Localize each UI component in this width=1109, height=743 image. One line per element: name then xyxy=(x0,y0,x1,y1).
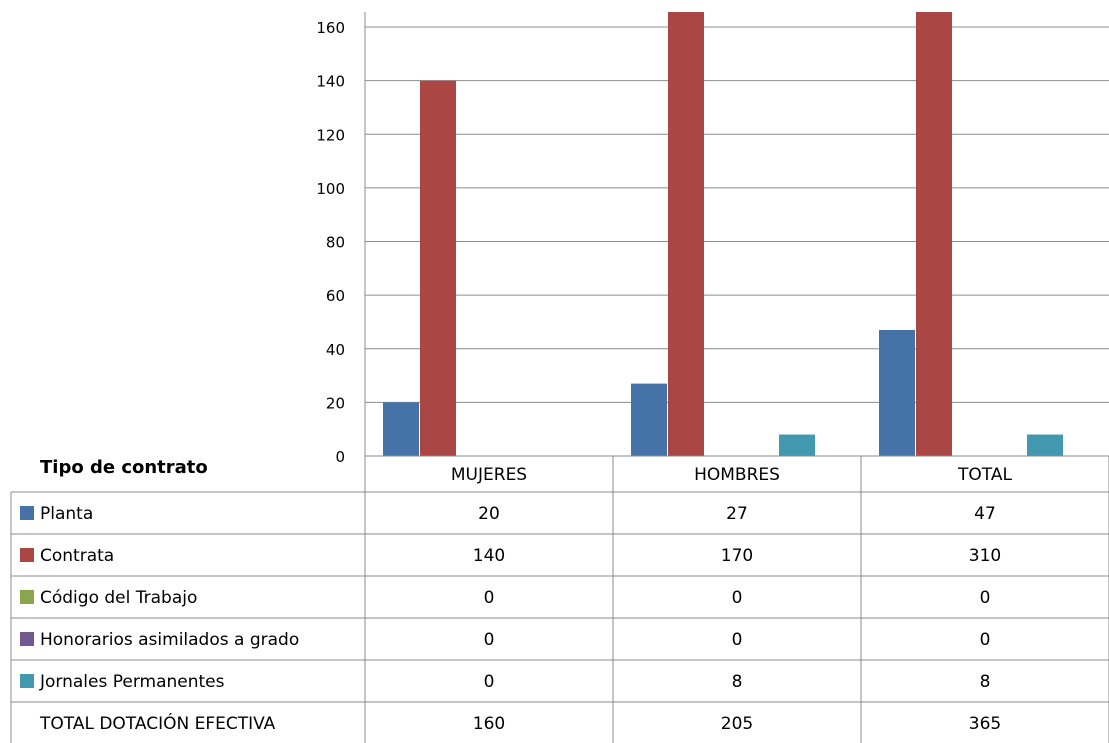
y-tick-label-20: 20 xyxy=(326,394,345,412)
data-label-3-mujeres: 0 xyxy=(484,588,495,608)
data-table: MUJERES HOMBRES TOTAL Planta 20 27 47 Contrata 1… xyxy=(10,455,1109,743)
y-tick-label-60: 60 xyxy=(326,287,345,305)
table-row-label-1: Planta xyxy=(40,504,93,524)
data-label-1-mujeres: 20 xyxy=(478,504,500,524)
bar-total-2 xyxy=(916,12,952,456)
data-label-5-mujeres: 0 xyxy=(484,672,495,692)
y-axis: 0 20 40 60 80 100 120 140 160 xyxy=(316,12,366,466)
bar-total-1 xyxy=(879,329,915,456)
x-tick-label-hombres: HOMBRES xyxy=(694,465,780,485)
legend-swatch-5 xyxy=(20,674,34,688)
table-row-label-6: TOTAL DOTACIÓN EFECTIVA xyxy=(39,712,276,734)
x-tick-label-total: TOTAL xyxy=(957,465,1012,485)
x-tick-label-mujeres: MUJERES xyxy=(451,465,527,485)
data-label-5-hombres: 8 xyxy=(732,672,743,692)
y-tick-label-100: 100 xyxy=(316,180,345,198)
bar-mujeres-1 xyxy=(383,402,419,456)
data-label-1-total: 47 xyxy=(974,504,996,524)
y-tick-label-120: 120 xyxy=(316,126,345,144)
legend-swatch-4 xyxy=(20,632,34,646)
table-row-label-5: Jornales Permanentes xyxy=(39,672,225,692)
y-tick-label-0: 0 xyxy=(335,448,345,466)
legend-swatch-2 xyxy=(20,548,34,562)
data-label-6-mujeres: 160 xyxy=(473,714,505,734)
data-label-6-total: 365 xyxy=(969,714,1001,734)
data-label-3-total: 0 xyxy=(980,588,991,608)
y-tick-label-140: 140 xyxy=(316,73,345,91)
data-label-2-total: 310 xyxy=(969,546,1001,566)
data-label-3-hombres: 0 xyxy=(732,588,743,608)
bars xyxy=(383,12,1063,456)
data-label-6-hombres: 205 xyxy=(721,714,753,734)
data-label-4-mujeres: 0 xyxy=(484,630,495,650)
legend-swatch-3 xyxy=(20,590,34,604)
bar-total-5 xyxy=(1027,434,1063,456)
y-tick-label-80: 80 xyxy=(326,234,345,252)
data-label-2-hombres: 170 xyxy=(721,546,753,566)
data-label-1-hombres: 27 xyxy=(726,504,748,524)
y-tick-label-160: 160 xyxy=(316,19,345,37)
bar-hombres-2 xyxy=(668,12,704,456)
data-label-4-hombres: 0 xyxy=(732,630,743,650)
table-row-label-3: Código del Trabajo xyxy=(40,588,197,608)
data-label-2-mujeres: 140 xyxy=(473,546,505,566)
table-heading: Tipo de contrato xyxy=(40,457,208,478)
bar-mujeres-2 xyxy=(420,80,456,456)
data-label-4-total: 0 xyxy=(980,630,991,650)
bar-hombres-5 xyxy=(779,434,815,456)
table-row-label-4: Honorarios asimilados a grado xyxy=(40,630,299,650)
legend-swatch-1 xyxy=(20,506,34,520)
table-row-label-2: Contrata xyxy=(40,546,114,566)
data-label-5-total: 8 xyxy=(980,672,991,692)
bar-hombres-1 xyxy=(631,383,667,456)
gridlines xyxy=(365,26,1109,403)
y-tick-label-40: 40 xyxy=(326,341,345,359)
